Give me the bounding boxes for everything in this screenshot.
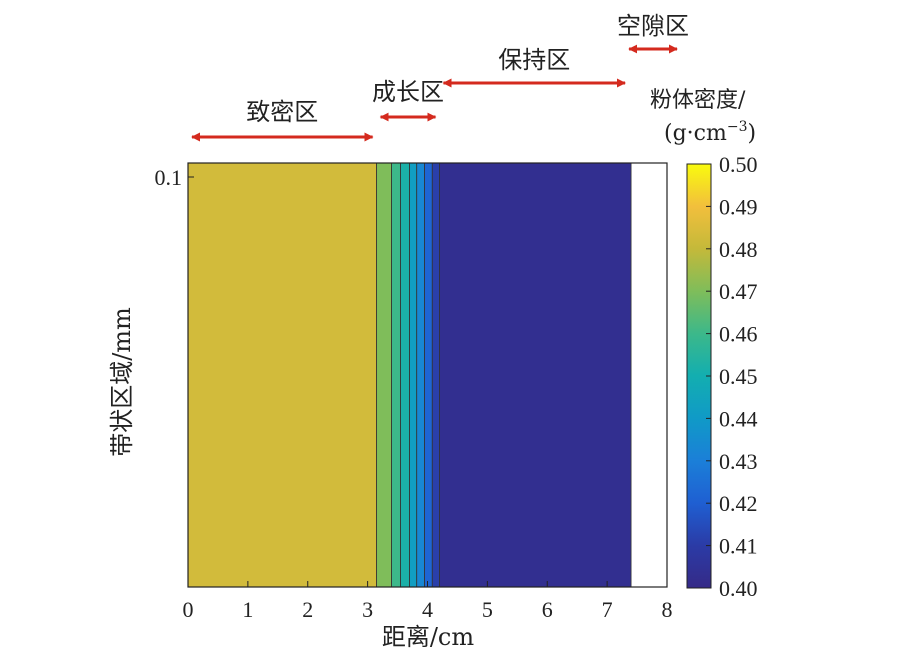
colorbar-ticks: 0.50 0.49 0.48 0.47 0.46 0.45 0.44 0.43 0.42 0.41… bbox=[706, 152, 758, 601]
colorbar-title-line1: 粉体密度/ bbox=[650, 88, 746, 113]
density-band-1 bbox=[376, 162, 392, 588]
x-tick-label-8: 8 bbox=[662, 597, 673, 622]
colorbar-unit-exponent: −3 bbox=[727, 119, 748, 135]
zone-label-1: 成长区 bbox=[372, 78, 444, 106]
zone-label-0: 致密区 bbox=[246, 98, 318, 126]
colorbar-tick-label-8: 0.42 bbox=[719, 491, 758, 516]
x-tick-label-5: 5 bbox=[482, 597, 493, 622]
density-band-5 bbox=[416, 162, 425, 588]
x-axis-ticks: 0 1 2 3 4 5 6 7 8 bbox=[183, 581, 673, 622]
y-tick-label: 0.1 bbox=[155, 165, 183, 190]
x-tick-label-7: 7 bbox=[602, 597, 613, 622]
x-tick-label-1: 1 bbox=[242, 597, 253, 622]
colorbar-unit-prefix: (g·cm bbox=[664, 121, 727, 146]
density-bands bbox=[187, 162, 632, 588]
density-band-0 bbox=[187, 162, 378, 588]
x-axis-label: 距离/cm bbox=[382, 623, 475, 651]
zone-label-2: 保持区 bbox=[498, 46, 570, 74]
x-tick-label-3: 3 bbox=[362, 597, 373, 622]
zone-label-3: 空隙区 bbox=[617, 12, 689, 40]
colorbar-tick-label-1: 0.49 bbox=[719, 194, 758, 219]
colorbar-tick-label-9: 0.41 bbox=[719, 534, 758, 559]
x-tick-label-4: 4 bbox=[422, 597, 433, 622]
colorbar: 0.50 0.49 0.48 0.47 0.46 0.45 0.44 0.43 0.42 0.41… bbox=[650, 88, 758, 601]
x-tick-label-2: 2 bbox=[302, 597, 313, 622]
colorbar-tick-label-6: 0.44 bbox=[719, 406, 758, 431]
y-axis-ticks: 0.1 bbox=[155, 165, 194, 190]
colorbar-tick-label-4: 0.46 bbox=[719, 322, 758, 347]
plot-area: 0 1 2 3 4 5 6 7 8 0.1 bbox=[155, 162, 673, 622]
density-band-3 bbox=[400, 162, 410, 588]
density-band-7 bbox=[431, 162, 440, 588]
colorbar-unit-suffix: ) bbox=[747, 121, 756, 146]
colorbar-tick-label-7: 0.43 bbox=[719, 449, 758, 474]
y-axis-label: 带状区域/mm bbox=[108, 307, 136, 457]
density-band-8 bbox=[439, 162, 632, 588]
density-band-6 bbox=[424, 162, 433, 588]
colorbar-tick-label-5: 0.45 bbox=[719, 364, 758, 389]
density-band-2 bbox=[391, 162, 401, 588]
colorbar-tick-label-0: 0.50 bbox=[719, 152, 758, 177]
x-tick-label-0: 0 bbox=[183, 597, 194, 622]
colorbar-tick-label-10: 0.40 bbox=[719, 576, 758, 601]
colorbar-tick-label-3: 0.47 bbox=[719, 279, 758, 304]
zone-annotations: 致密区 成长区 保持区 空隙区 bbox=[191, 12, 689, 142]
x-tick-label-6: 6 bbox=[542, 597, 553, 622]
colorbar-title-line2: (g·cm−3) bbox=[664, 119, 756, 146]
density-band-4 bbox=[409, 162, 418, 588]
colorbar-tick-label-2: 0.48 bbox=[719, 237, 758, 262]
